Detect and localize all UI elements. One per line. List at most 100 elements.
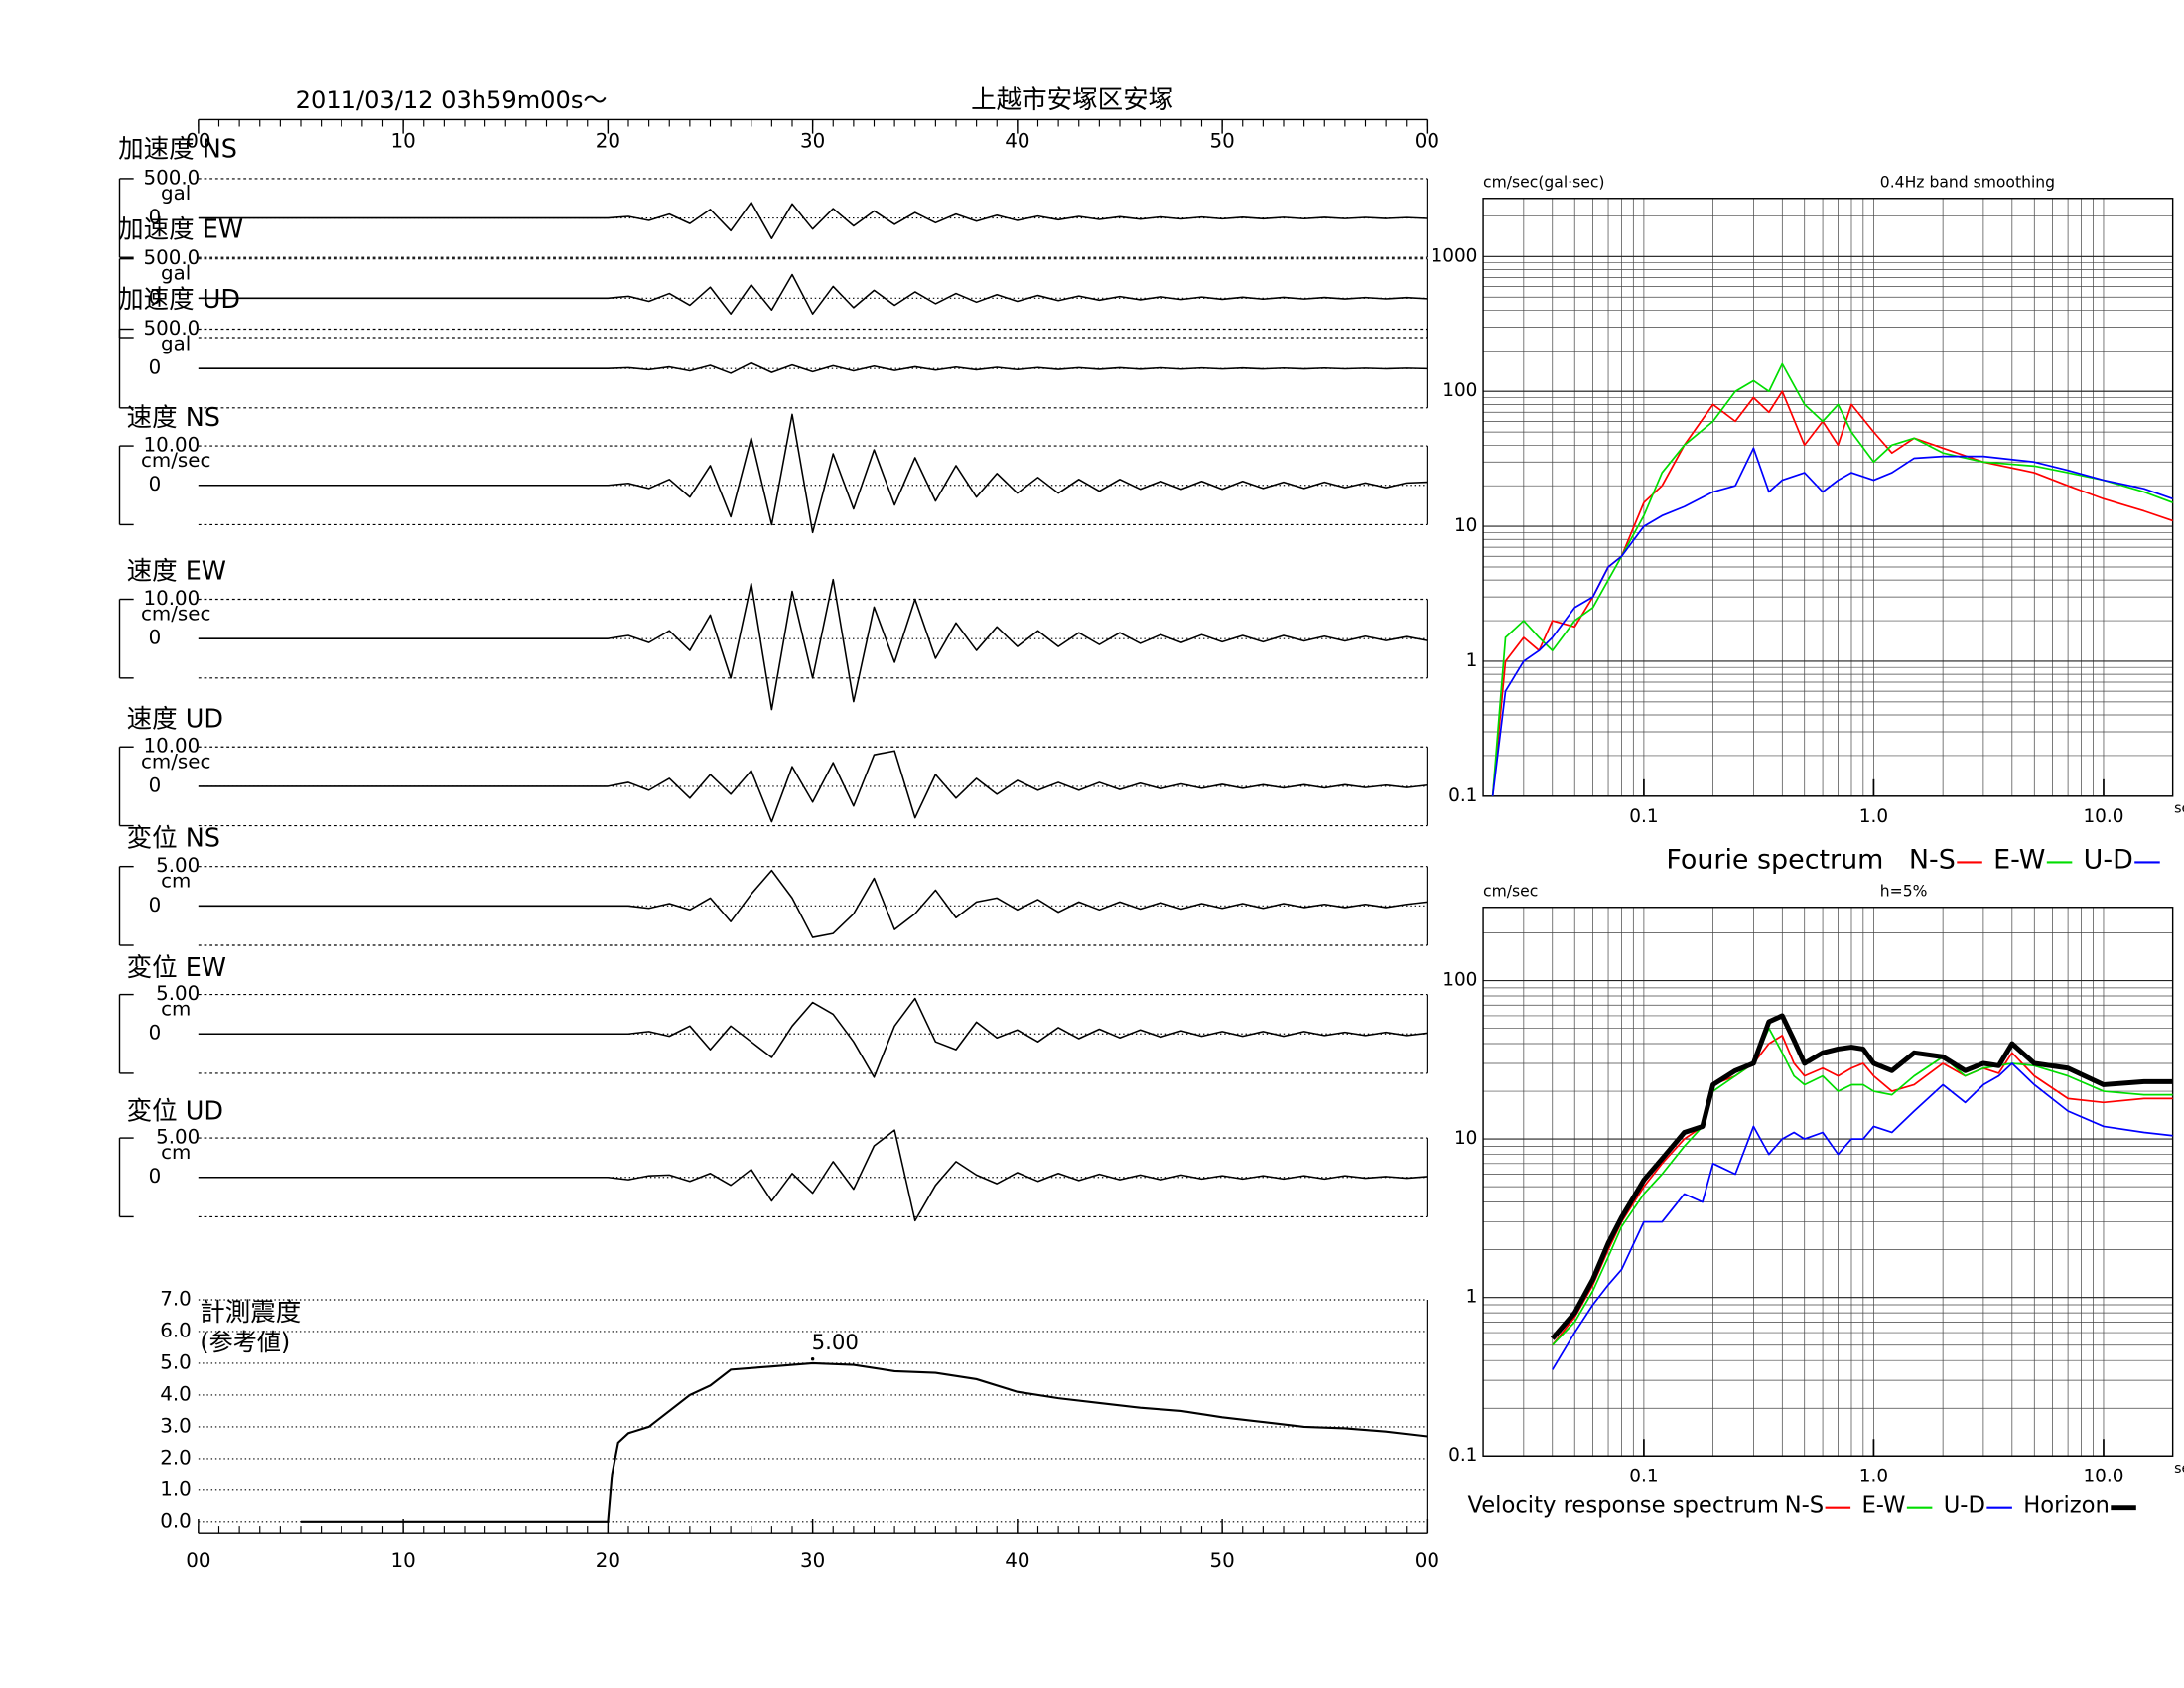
legend-title: Fourie spectrum <box>1666 845 1883 876</box>
waveform-trace <box>198 1129 1428 1222</box>
x-unit: sec <box>2174 1461 2184 1477</box>
y-tick-label: 6.0 <box>160 1319 192 1341</box>
y-tick-label: 5.00 <box>156 854 200 877</box>
y-tick-label: 5.00 <box>156 982 200 1005</box>
x-tick-label: 30 <box>800 1549 825 1572</box>
y-tick-label: 0.1 <box>1448 785 1477 806</box>
y-tick-label: 500.0 <box>144 166 201 189</box>
y-tick-label: 2.0 <box>160 1446 192 1469</box>
peak-label: 5.00 <box>812 1331 859 1355</box>
panel-title: 変位 UD <box>127 1097 223 1127</box>
waveform-trace <box>198 201 1428 239</box>
x-tick-label: 50 <box>1210 130 1235 153</box>
x-tick-label: 0.1 <box>1629 806 1658 827</box>
y-tick-label: 0 <box>149 286 162 309</box>
y-tick-label: 7.0 <box>160 1288 192 1311</box>
y-tick-label: 0 <box>149 774 162 796</box>
plot-note: h=5% <box>1880 883 1928 901</box>
panel-title: 速度 NS <box>127 403 220 433</box>
spectrum-line <box>1491 447 2173 796</box>
y-unit: gal <box>161 262 191 285</box>
x-unit: sec <box>2174 801 2184 817</box>
y-tick-label: 1 <box>1466 650 1478 671</box>
y-tick-label: 100 <box>1442 970 1477 991</box>
station-name: 上越市安塚区安塚 <box>971 85 1173 115</box>
y-tick-label: 500.0 <box>144 246 201 269</box>
panel-title: 速度 UD <box>127 704 223 734</box>
x-tick-label: 00 <box>1415 1549 1439 1572</box>
waveform-trace <box>198 361 1428 374</box>
panel-title: 加速度 UD <box>118 285 240 315</box>
y-unit: gal <box>161 182 191 205</box>
y-tick-label: 0 <box>149 1022 162 1045</box>
x-tick-label: 40 <box>1005 130 1029 153</box>
y-tick-label: 0 <box>149 627 162 649</box>
y-unit: cm <box>161 870 191 893</box>
y-tick-label: 0 <box>149 1165 162 1188</box>
y-tick-label: 0 <box>149 473 162 495</box>
y-unit: cm/sec <box>141 449 210 472</box>
y-unit: cm <box>161 1141 191 1164</box>
waveform-trace <box>198 413 1428 534</box>
y-tick-label: 10.00 <box>144 434 201 457</box>
y-unit: cm/sec <box>1483 883 1538 901</box>
spectrum-line <box>1550 1013 2173 1340</box>
y-unit: gal <box>161 333 191 355</box>
x-tick-label: 0.1 <box>1629 1467 1658 1487</box>
y-tick-label: 1000 <box>1432 245 1478 266</box>
x-tick-label: 20 <box>596 1549 620 1572</box>
legend-label: E-W <box>1993 845 2045 876</box>
panel-title: 変位 EW <box>127 953 226 983</box>
x-tick-label: 00 <box>186 130 210 153</box>
y-unit: cm/sec <box>141 603 210 626</box>
intensity-trace <box>300 1361 1428 1523</box>
y-unit: cm/sec(gal·sec) <box>1483 174 1604 192</box>
y-tick-label: 0 <box>149 894 162 916</box>
plot-frame <box>1482 907 2174 1457</box>
x-tick-label: 40 <box>1005 1549 1029 1572</box>
legend-label: E-W <box>1861 1493 1905 1519</box>
panel-title: 計測震度 <box>200 1298 301 1328</box>
y-tick-label: 10 <box>1454 1128 1477 1149</box>
y-tick-label: 10 <box>1454 515 1477 536</box>
y-unit: cm <box>161 998 191 1021</box>
x-tick-label: 50 <box>1210 1549 1235 1572</box>
y-tick-label: 5.00 <box>156 1126 200 1149</box>
panel-title: 加速度 EW <box>118 214 243 244</box>
y-tick-label: 3.0 <box>160 1414 192 1437</box>
legend-label: Horizon <box>2023 1493 2110 1519</box>
spectrum-line <box>1552 1035 2173 1346</box>
x-tick-label: 1.0 <box>1859 806 1888 827</box>
y-tick-label: 10.00 <box>144 735 201 758</box>
x-tick-label: 00 <box>1415 130 1439 153</box>
x-tick-label: 10.0 <box>2083 1467 2123 1487</box>
plot-note: 0.4Hz band smoothing <box>1880 174 2055 192</box>
spectrum-line <box>1552 1027 2173 1346</box>
y-tick-label: 1 <box>1466 1287 1478 1308</box>
waveform-trace <box>198 750 1428 823</box>
waveform-trace <box>198 869 1428 938</box>
y-unit: cm/sec <box>141 750 210 773</box>
legend-label: U-D <box>2084 845 2133 876</box>
plot-frame <box>1482 198 2174 797</box>
y-tick-label: 1.0 <box>160 1477 192 1500</box>
legend-label: N-S <box>1785 1493 1825 1519</box>
x-tick-label: 10 <box>391 130 416 153</box>
y-tick-label: 500.0 <box>144 317 201 340</box>
x-tick-label: 10 <box>391 1549 416 1572</box>
waveform-trace <box>198 997 1428 1078</box>
legend-label: U-D <box>1944 1493 1985 1519</box>
legend-title: Velocity response spectrum <box>1467 1493 1779 1519</box>
panel-title: 加速度 NS <box>118 135 237 165</box>
y-tick-label: 10.00 <box>144 587 201 610</box>
panel-title: 速度 EW <box>127 557 226 587</box>
record-datetime: 2011/03/12 03h59m00s～ <box>296 86 608 114</box>
x-tick-label: 10.0 <box>2083 806 2123 827</box>
spectrum-line <box>1491 362 2173 796</box>
waveform-trace <box>198 273 1428 315</box>
waveform-trace <box>198 578 1428 711</box>
y-tick-label: 5.0 <box>160 1350 192 1373</box>
panel-subtitle: (参考値) <box>200 1329 290 1356</box>
